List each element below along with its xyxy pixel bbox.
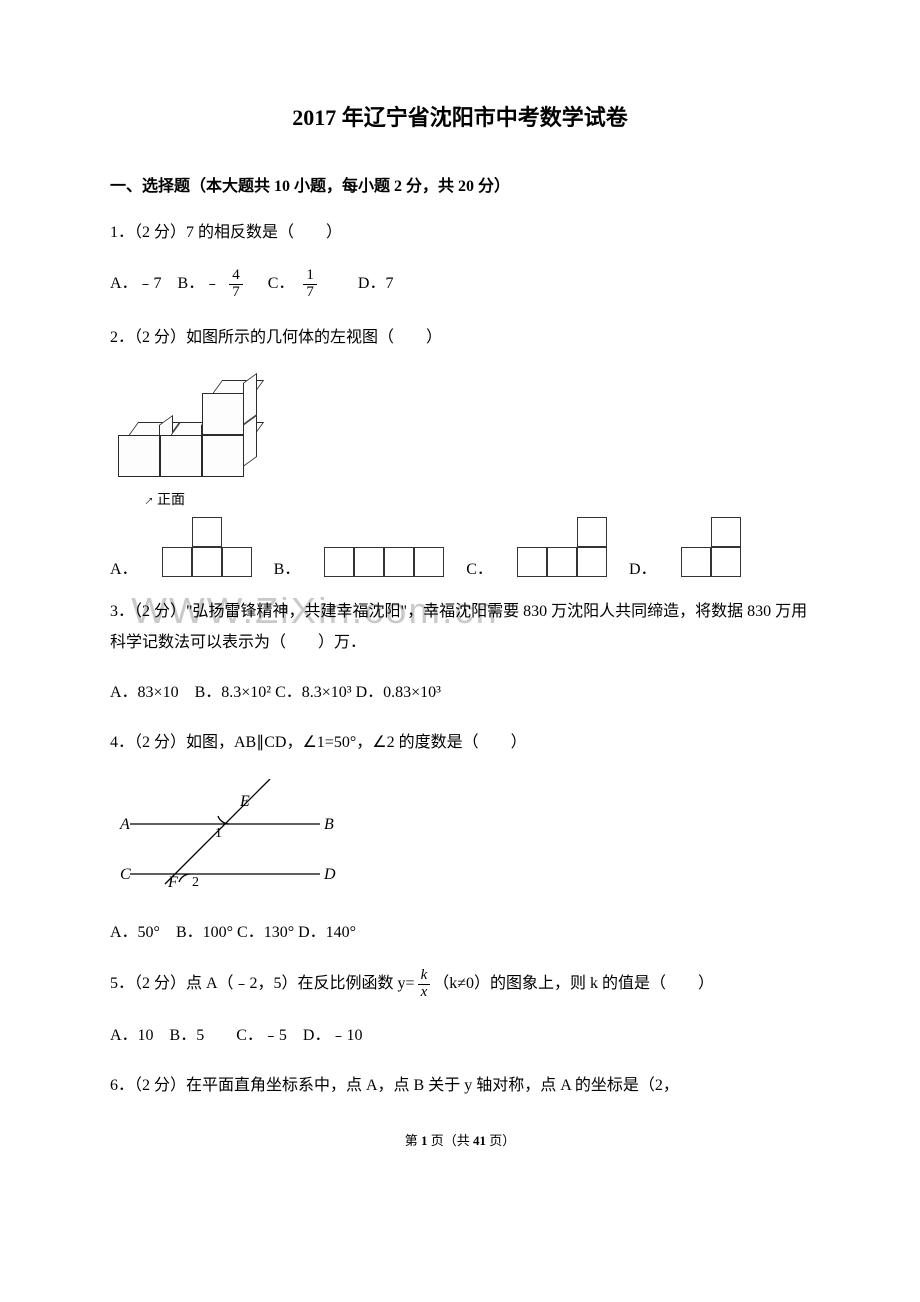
shape-cell — [192, 517, 222, 547]
svg-text:D: D — [323, 866, 336, 883]
shape-cell — [354, 547, 384, 577]
q1-frac1: 4 7 — [229, 268, 243, 301]
q4-options: A．50° B．100° C．130° D．140° — [110, 918, 810, 948]
footer-right: 页） — [486, 1133, 515, 1148]
q2-main-figure: → 正面 — [110, 373, 810, 509]
q5-stem-pre: 5．（2 分）点 A（﹣2，5）在反比例函数 y= — [110, 969, 415, 999]
q4-stem: 4．（2 分）如图，AB∥CD，∠1=50°，∠2 的度数是（ ） — [110, 728, 810, 758]
svg-text:E: E — [239, 793, 250, 810]
shape-cell — [711, 517, 741, 547]
q2-label-c: C． — [466, 555, 493, 579]
q2-shape-d — [681, 517, 743, 579]
front-label-text: 正面 — [157, 489, 185, 509]
svg-text:C: C — [120, 866, 131, 883]
cube — [202, 381, 244, 423]
q5-options: A．10 B．5 C．﹣5 D．﹣10 — [110, 1021, 810, 1051]
svg-text:2: 2 — [192, 875, 199, 889]
q2-shape-c — [517, 517, 609, 579]
q5-stem: 5．（2 分）点 A（﹣2，5）在反比例函数 y= k x （k≠0）的图象上，… — [110, 968, 810, 1001]
q2-choice-row: A． B． C． D． — [110, 517, 810, 579]
cube — [160, 423, 202, 465]
q4-stem-post: CD，∠1=50°，∠2 的度数是（ ） — [264, 734, 526, 751]
q5-frac-den: x — [418, 985, 431, 1001]
section-heading: 一、选择题（本大题共 10 小题，每小题 2 分，共 20 分） — [110, 172, 810, 196]
shape-cell — [324, 547, 354, 577]
q1-opt-a-prefix: A．﹣7 B．﹣ — [110, 269, 220, 299]
q2-label-d: D． — [629, 555, 657, 579]
shape-cell — [681, 547, 711, 577]
q1-frac2-den: 7 — [303, 285, 317, 301]
shape-cell — [222, 547, 252, 577]
page-footer: 第 1 页（共 41 页） — [110, 1130, 810, 1149]
arrow-icon: → — [136, 489, 157, 510]
q1-frac1-num: 4 — [229, 268, 243, 285]
q4-stem-pre: 4．（2 分）如图，AB — [110, 734, 256, 751]
q2-shape-a — [162, 517, 254, 579]
q5-frac-num: k — [418, 968, 431, 985]
q1-frac1-den: 7 — [229, 285, 243, 301]
q2-label-b: B． — [274, 555, 301, 579]
q1-options: A．﹣7 B．﹣ 4 7 C． 1 7 D．7 — [110, 268, 810, 301]
svg-text:B: B — [324, 816, 334, 833]
shape-cell — [577, 517, 607, 547]
q1-opt-c-prefix: C． — [252, 269, 295, 299]
shape-cell — [162, 547, 192, 577]
shape-cell — [711, 547, 741, 577]
q4-figure: A B C D E F 1 2 — [110, 779, 810, 894]
exam-title: 2017 年辽宁省沈阳市中考数学试卷 — [110, 100, 810, 132]
shape-cell — [577, 547, 607, 577]
q1-opt-suffix: D．7 — [326, 269, 394, 299]
q3-stem: 3．（2 分）"弘扬雷锋精神，共建幸福沈阳"，幸福沈阳需要 830 万沈阳人共同… — [110, 597, 810, 658]
q1-stem: 1．（2 分）7 的相反数是（ ） — [110, 218, 810, 248]
shape-cell — [547, 547, 577, 577]
shape-cell — [414, 547, 444, 577]
q5-stem-post: （k≠0）的图象上，则 k 的值是（ ） — [433, 969, 714, 999]
q1-frac2-num: 1 — [303, 268, 317, 285]
q6-stem: 6．（2 分）在平面直角坐标系中，点 A，点 B 关于 y 轴对称，点 A 的坐… — [110, 1071, 810, 1101]
cube — [118, 423, 160, 465]
q5-frac: k x — [418, 968, 431, 1001]
shape-cell — [384, 547, 414, 577]
footer-left: 第 — [405, 1133, 421, 1148]
footer-mid: 页（共 — [427, 1133, 473, 1148]
svg-text:A: A — [119, 816, 130, 833]
q2-label-a: A． — [110, 555, 138, 579]
q3-options: A．83×10 B．8.3×10² C．8.3×10³ D．0.83×10³ — [110, 678, 810, 708]
q1-frac2: 1 7 — [303, 268, 317, 301]
shape-cell — [517, 547, 547, 577]
svg-text:F: F — [167, 874, 178, 889]
footer-total: 41 — [473, 1133, 486, 1148]
shape-cell — [192, 547, 222, 577]
q2-stem: 2．（2 分）如图所示的几何体的左视图（ ） — [110, 323, 810, 353]
svg-text:1: 1 — [215, 826, 222, 841]
q2-shape-b — [324, 547, 446, 579]
